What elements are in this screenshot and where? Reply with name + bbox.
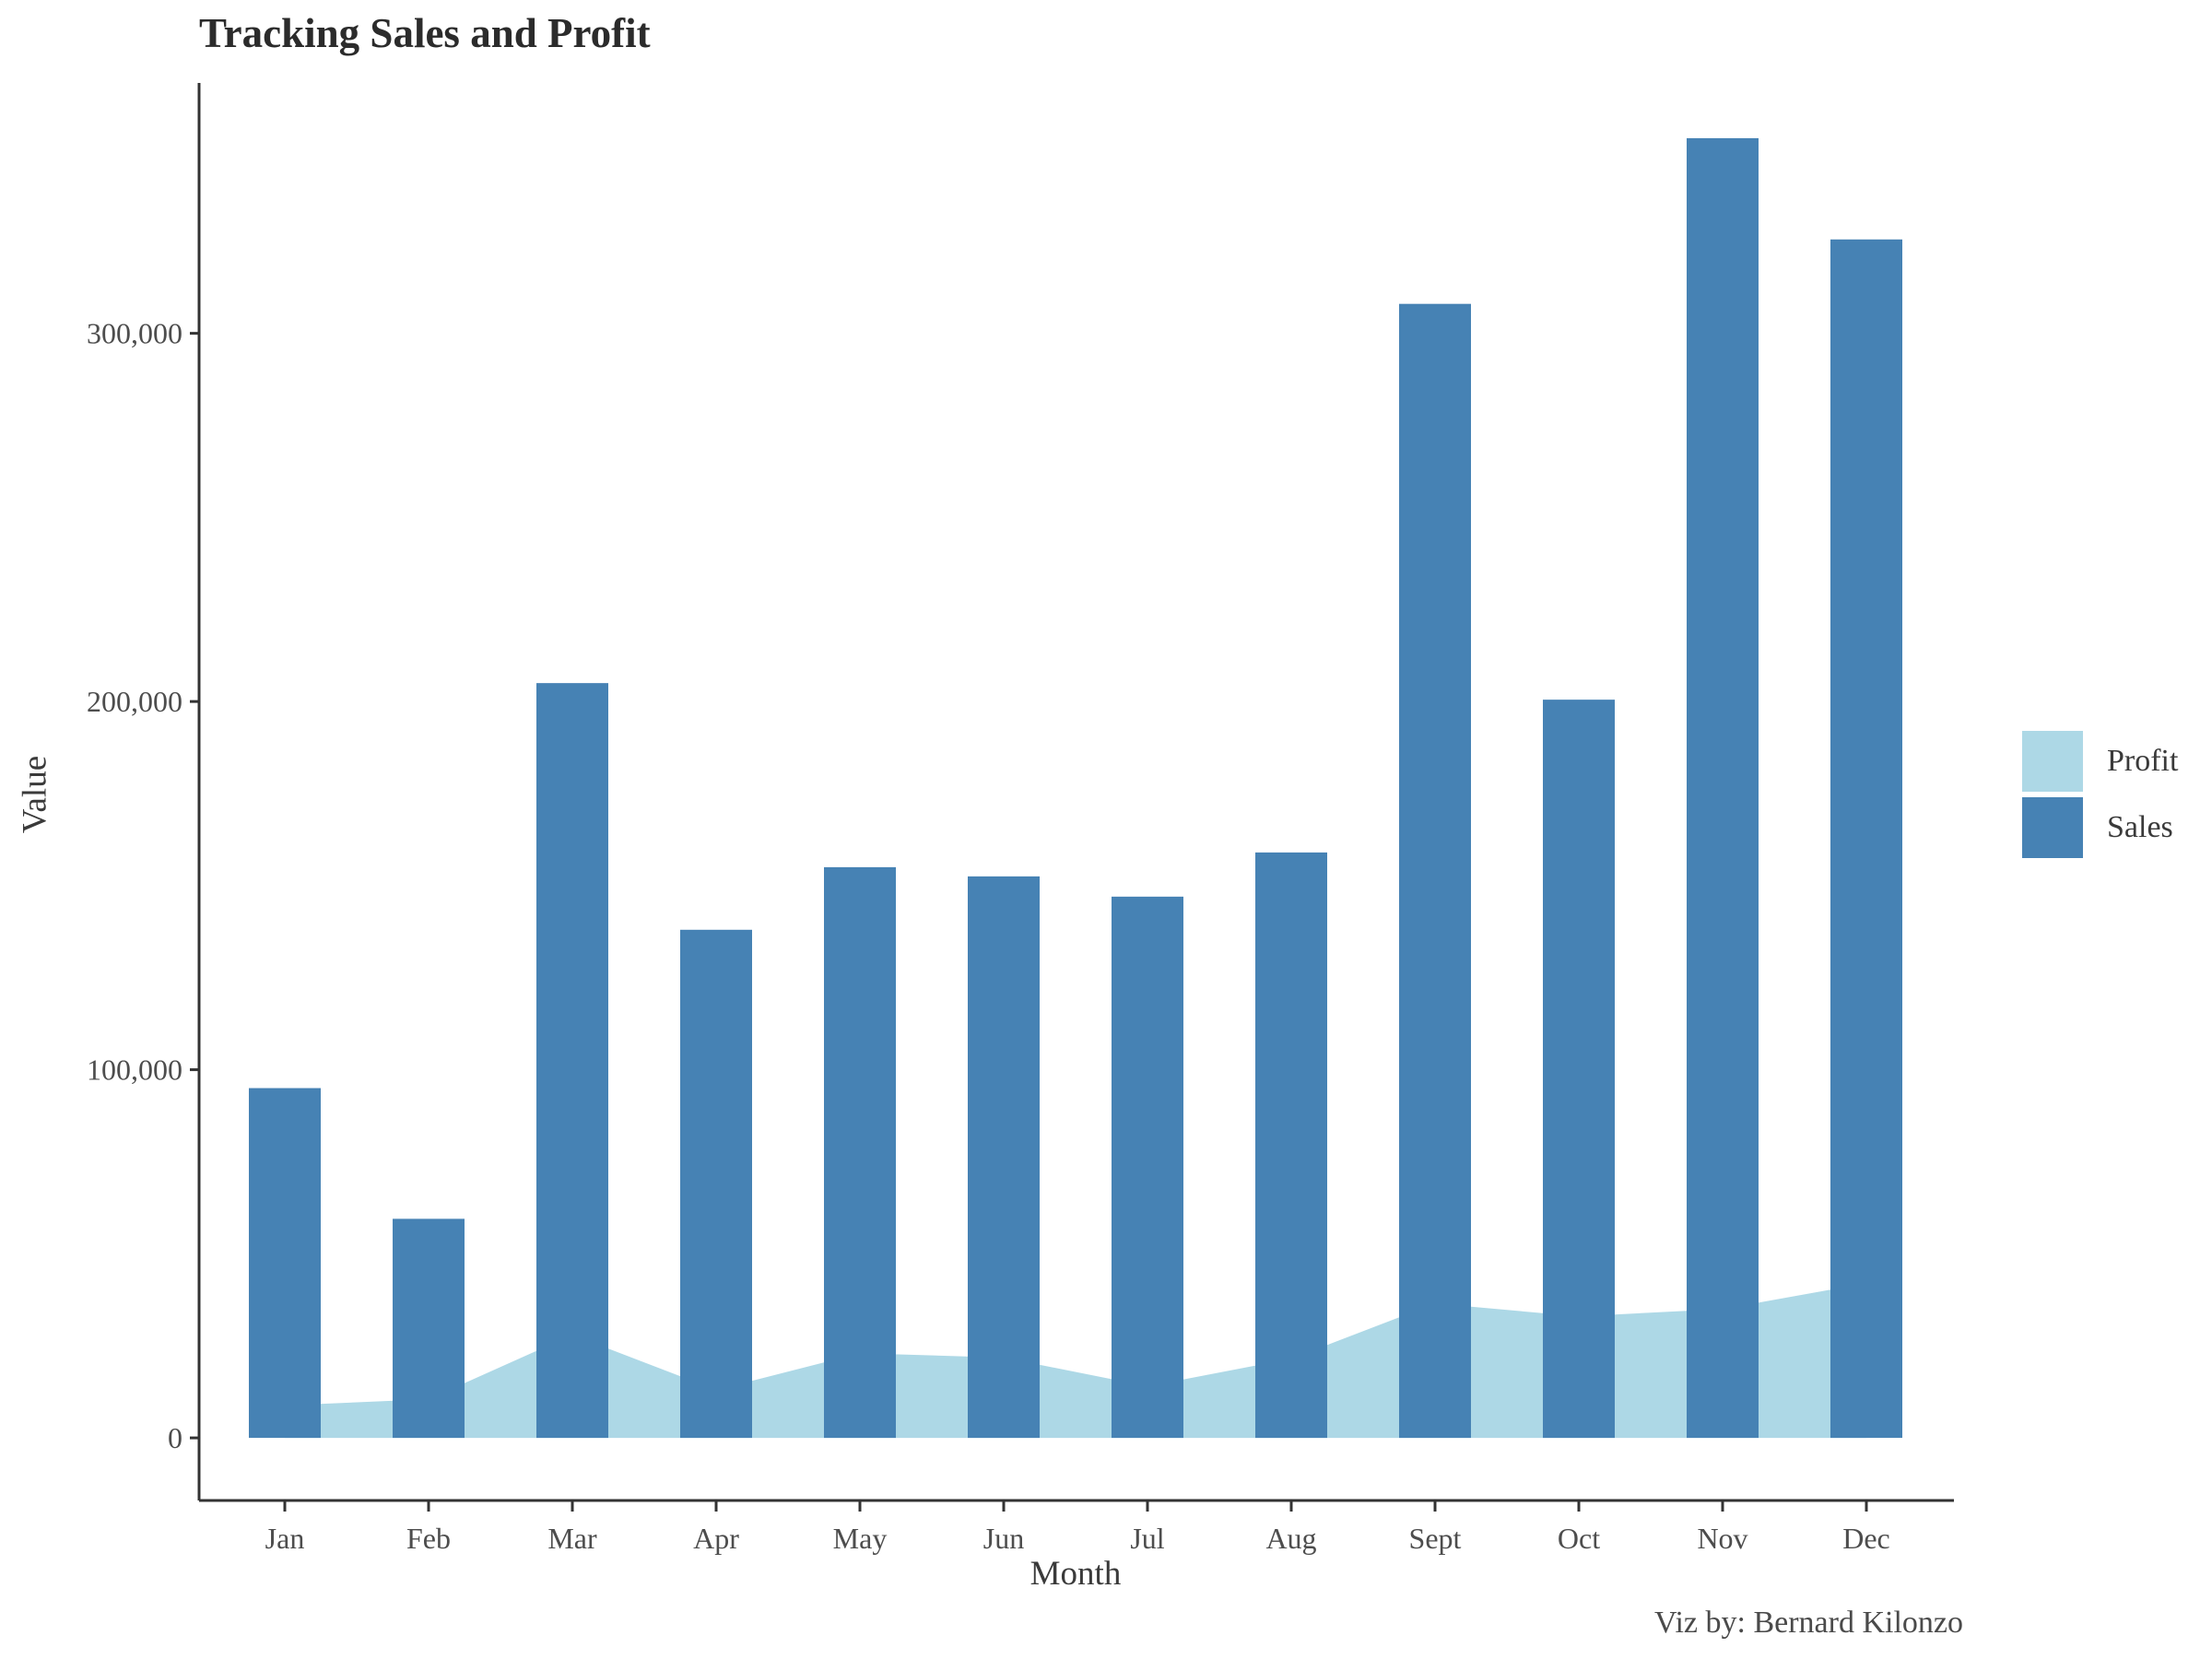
y-axis-title: Value bbox=[16, 755, 54, 834]
y-tick-label: 300,000 bbox=[87, 317, 182, 350]
sales-bar-feb bbox=[393, 1218, 465, 1439]
y-tick-label: 100,000 bbox=[87, 1053, 182, 1087]
y-tick-label: 0 bbox=[168, 1421, 182, 1454]
legend-label-profit: Profit bbox=[2107, 744, 2179, 778]
profit-area bbox=[285, 1283, 1866, 1439]
y-tick-label: 200,000 bbox=[87, 685, 182, 718]
legend: Profit Sales bbox=[2022, 728, 2178, 861]
x-tick-label-feb: Feb bbox=[406, 1522, 451, 1555]
legend-item-sales: Sales bbox=[2022, 794, 2178, 861]
x-tick-label-jul: Jul bbox=[1130, 1522, 1164, 1555]
sales-bar-jun bbox=[968, 876, 1040, 1439]
x-tick-label-apr: Apr bbox=[693, 1522, 739, 1555]
sales-bar-sept bbox=[1399, 303, 1471, 1439]
x-tick-label-aug: Aug bbox=[1265, 1522, 1316, 1555]
chart-caption: Viz by: Bernard Kilonzo bbox=[1653, 1606, 1963, 1640]
sales-bar-jul bbox=[1112, 896, 1183, 1439]
x-tick-label-sept: Sept bbox=[1409, 1522, 1462, 1555]
legend-key-sales bbox=[2022, 797, 2083, 858]
sales-bar-jan bbox=[249, 1088, 321, 1439]
x-tick-label-mar: Mar bbox=[547, 1522, 597, 1555]
x-tick-label-jan: Jan bbox=[265, 1522, 305, 1555]
sales-bar-oct bbox=[1543, 700, 1615, 1439]
sales-bar-dec bbox=[1830, 239, 1902, 1439]
legend-item-profit: Profit bbox=[2022, 728, 2178, 794]
x-tick-label-oct: Oct bbox=[1558, 1522, 1600, 1555]
x-tick-label-may: May bbox=[833, 1522, 888, 1555]
sales-bar-may bbox=[824, 866, 896, 1439]
plot-area: 0 100,000 200,000 300,000 Jan Feb Mar Apr May Jun… bbox=[87, 83, 1954, 1555]
x-tick-label-nov: Nov bbox=[1697, 1522, 1747, 1555]
sales-bar-apr bbox=[680, 929, 752, 1439]
sales-bar-aug bbox=[1255, 852, 1327, 1439]
x-tick-label-jun: Jun bbox=[983, 1522, 1024, 1555]
sales-bar-mar bbox=[536, 683, 608, 1439]
chart-title: Tracking Sales and Profit bbox=[199, 10, 651, 56]
sales-bar-nov bbox=[1687, 137, 1759, 1439]
legend-label-sales: Sales bbox=[2107, 810, 2173, 844]
legend-key-profit bbox=[2022, 731, 2083, 792]
x-tick-label-dec: Dec bbox=[1842, 1522, 1890, 1555]
x-axis-title: Month bbox=[1030, 1555, 1122, 1593]
